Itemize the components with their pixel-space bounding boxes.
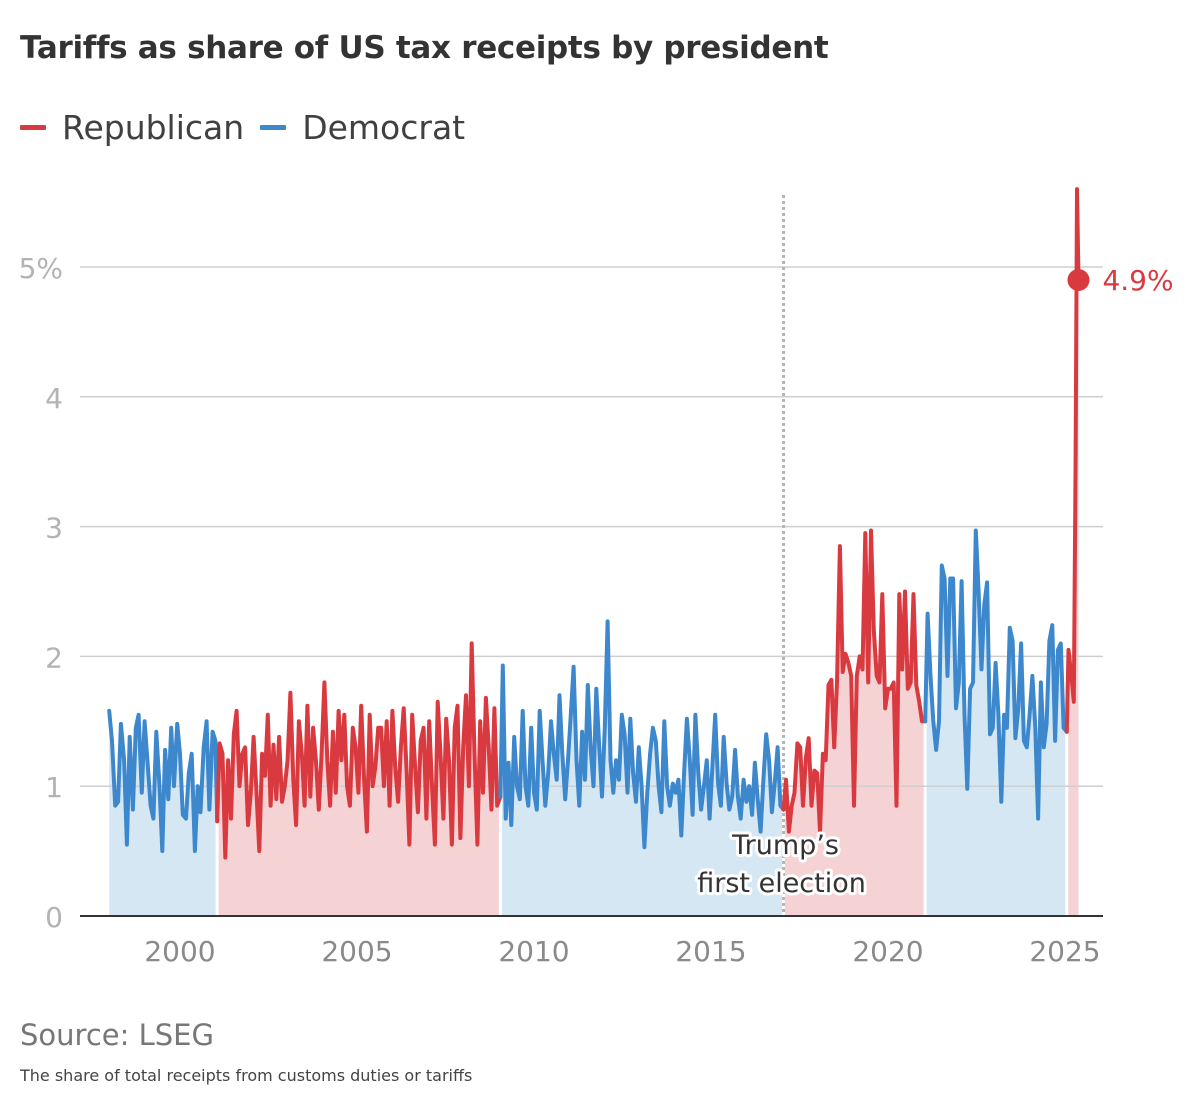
note-text: The share of total receipts from customs… xyxy=(20,1066,473,1085)
series-line-democrat-3 xyxy=(498,619,786,850)
term-area-republican-6 xyxy=(1066,189,1079,917)
highlight-point xyxy=(1067,268,1090,291)
legend-label-republican: Republican xyxy=(62,108,245,147)
y-tick-label: 5% xyxy=(19,252,63,285)
legend-item-democrat: Democrat xyxy=(260,108,465,147)
chart-legend: Republican Democrat xyxy=(20,108,481,147)
series-line-republican-6 xyxy=(1064,187,1081,734)
series-line-democrat-5 xyxy=(923,528,1069,821)
legend-swatch-democrat xyxy=(260,125,287,130)
y-tick-label: 2 xyxy=(45,641,63,674)
x-tick-label: 2010 xyxy=(498,935,569,968)
x-tick-label: 2000 xyxy=(144,935,215,968)
legend-swatch-republican xyxy=(20,125,46,130)
annotation-text: Trump’s xyxy=(731,830,839,861)
term-bands xyxy=(109,189,1079,917)
legend-item-republican: Republican xyxy=(20,108,244,147)
x-tick-label: 2025 xyxy=(1029,935,1100,968)
term-area-republican-2 xyxy=(217,643,501,916)
x-tick-label: 2020 xyxy=(852,935,923,968)
x-tick-label: 2015 xyxy=(675,935,746,968)
source-text: Source: LSEG xyxy=(20,1018,214,1052)
y-tick-label: 3 xyxy=(45,512,63,545)
chart-title: Tariffs as share of US tax receipts by p… xyxy=(20,30,829,66)
series-line-republican-2 xyxy=(215,641,503,860)
annotation-text: first election xyxy=(697,868,866,899)
series-line-democrat-1 xyxy=(107,708,220,854)
x-tick-label: 2005 xyxy=(321,935,392,968)
series-line-republican-4 xyxy=(781,528,928,834)
axes: 0 1 2 3 4 5% 2000 2005 2010 2015 2020 2025 xyxy=(19,252,1103,968)
annotation-halo: Trump’s xyxy=(731,830,839,861)
series-lines xyxy=(107,187,1081,860)
annotation-halo: first election xyxy=(697,868,866,899)
line-chart: 0 1 2 3 4 5% 2000 2005 2010 2015 2020 2025 4.9% Trum… xyxy=(19,187,1174,968)
term-area-democrat-3 xyxy=(500,621,784,916)
y-tick-label: 0 xyxy=(45,901,63,934)
y-tick-label: 1 xyxy=(45,771,63,804)
y-tick-label: 4 xyxy=(45,382,63,415)
highlight-label: 4.9% xyxy=(1102,264,1173,297)
legend-label-democrat: Democrat xyxy=(302,108,466,147)
